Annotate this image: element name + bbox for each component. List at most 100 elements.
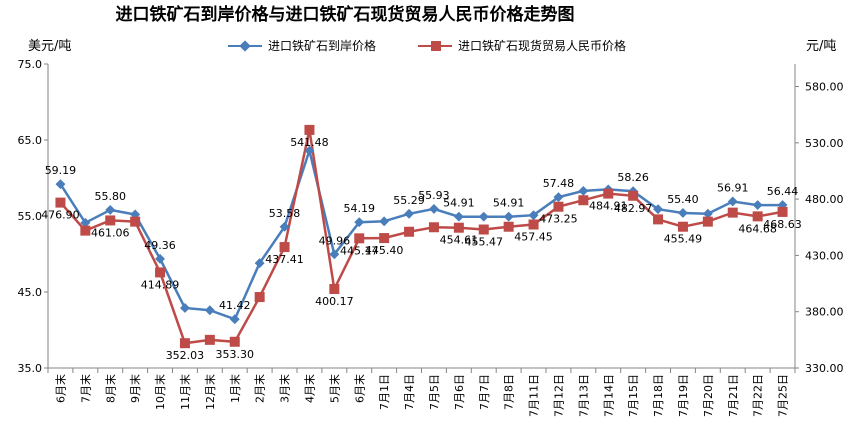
data-point-series-2 (354, 233, 365, 244)
legend-marker-series-2 (431, 41, 441, 51)
data-label-series-2: 437.41 (265, 253, 304, 266)
x-tick-label: 11月末 (178, 374, 192, 410)
data-point-series-2 (702, 216, 713, 227)
data-label-series-1: 55.40 (667, 193, 699, 206)
left-axis-unit: 美元/吨 (28, 39, 71, 54)
x-tick-label: 6月末 (53, 374, 67, 403)
data-label-series-2: 476.90 (41, 209, 80, 222)
data-point-series-2 (130, 216, 141, 227)
data-label-series-1: 55.80 (95, 190, 127, 203)
x-tick-label: 7月11日 (528, 374, 541, 417)
x-tick-label: 9月末 (128, 374, 142, 403)
data-point-series-1 (354, 217, 365, 228)
data-label-series-2: 473.25 (539, 213, 578, 226)
data-point-series-1 (204, 305, 215, 316)
data-point-series-2 (254, 292, 265, 303)
right-tick-label: 330.00 (805, 362, 844, 375)
data-point-series-2 (304, 124, 315, 135)
data-point-series-2 (105, 215, 116, 226)
data-label-series-1: 55.29 (393, 194, 425, 207)
data-label-series-2: 468.63 (763, 218, 802, 231)
x-tick-label: 12月末 (203, 374, 217, 410)
data-point-series-1 (578, 185, 589, 196)
data-label-series-1: 57.48 (543, 177, 575, 190)
legend-label-series-1: 进口铁矿石到岸价格 (268, 38, 376, 53)
data-point-series-2 (379, 233, 390, 244)
data-point-series-1 (653, 204, 663, 215)
data-label-series-2: 445.40 (365, 244, 404, 257)
x-tick-label: 7月4日 (403, 374, 416, 410)
data-point-series-2 (478, 224, 489, 235)
data-point-series-1 (254, 258, 265, 269)
left-tick-label: 65.0 (18, 134, 43, 147)
data-point-series-1 (155, 253, 165, 264)
right-tick-label: 480.00 (805, 193, 844, 206)
data-point-series-2 (229, 336, 240, 347)
x-tick-label: 10月末 (153, 374, 167, 410)
data-point-series-2 (55, 197, 66, 208)
data-point-series-2 (677, 221, 688, 232)
chart-title: 进口铁矿石到岸价格与进口铁矿石现货贸易人民币价格走势图 (116, 4, 575, 25)
x-tick-label: 7月19日 (677, 374, 690, 417)
data-label-series-2: 352.03 (166, 349, 205, 362)
data-label-series-2: 457.45 (514, 231, 553, 244)
x-tick-label: 7月14日 (602, 374, 615, 417)
data-point-series-2 (80, 225, 91, 236)
data-point-series-2 (603, 188, 614, 199)
data-point-series-1 (404, 208, 414, 219)
data-point-series-1 (379, 216, 390, 227)
x-tick-label: 7月末 (78, 374, 92, 403)
left-tick-label: 75.0 (18, 58, 43, 71)
right-axis-unit: 元/吨 (806, 39, 836, 54)
data-point-series-1 (453, 211, 464, 222)
data-labels: 59.19 55.80 49.36 41.42 53.58 49.96 54.19 55.29… (41, 136, 802, 362)
data-point-series-1 (279, 221, 290, 232)
data-label-series-1: 56.91 (717, 181, 749, 194)
data-point-series-1 (702, 208, 713, 219)
right-tick-label: 530.00 (805, 137, 844, 150)
x-tick-label: 7月12日 (552, 374, 565, 417)
data-label-series-2: 455.49 (664, 233, 703, 246)
x-tick-label: 7月8日 (503, 374, 516, 410)
data-point-series-2 (553, 201, 564, 212)
data-point-series-1 (429, 203, 439, 214)
data-point-series-1 (503, 211, 514, 222)
data-label-series-1: 56.44 (767, 185, 799, 198)
data-label-series-2: 400.17 (315, 295, 354, 308)
right-tick-label: 380.00 (805, 306, 844, 319)
data-point-series-1 (105, 204, 116, 215)
data-label-series-2: 455.47 (465, 236, 504, 249)
x-tick-label: 7月7日 (478, 374, 491, 410)
data-point-series-1 (55, 179, 66, 190)
left-tick-label: 35.0 (18, 362, 43, 375)
legend-marker-series-1 (239, 40, 251, 52)
x-tick-label: 4月末 (302, 374, 316, 403)
data-label-series-2: 484.91 (589, 200, 628, 213)
x-tick-label: 7月20日 (702, 374, 715, 417)
data-point-series-1 (727, 196, 738, 207)
data-point-series-1 (304, 145, 315, 156)
data-point-series-2 (453, 222, 464, 233)
data-point-series-2 (204, 334, 215, 345)
data-point-series-2 (329, 283, 340, 294)
data-label-series-1: 54.19 (344, 202, 376, 215)
x-tick-label: 7月1日 (378, 374, 391, 410)
data-point-series-1 (528, 210, 539, 221)
data-point-series-1 (678, 208, 688, 218)
x-tick-label: 7月25日 (777, 374, 790, 417)
data-point-series-1 (180, 303, 190, 313)
data-point-series-2 (428, 222, 439, 233)
x-tick-label: 7月15日 (627, 374, 640, 417)
data-label-series-1: 54.91 (443, 197, 475, 210)
x-tick-label: 5月末 (327, 374, 341, 403)
x-tick-label: 7月5日 (428, 374, 441, 410)
x-tick-label: 7月21日 (727, 374, 740, 417)
data-point-series-2 (155, 267, 166, 278)
data-label-series-1: 49.96 (319, 234, 351, 247)
data-point-series-2 (777, 206, 788, 217)
data-label-series-1: 55.93 (418, 189, 450, 202)
left-tick-label: 45.0 (18, 286, 43, 299)
legend-label-series-2: 进口铁矿石现货贸易人民币价格 (458, 38, 626, 53)
x-tick-label: 7月13日 (577, 374, 590, 417)
